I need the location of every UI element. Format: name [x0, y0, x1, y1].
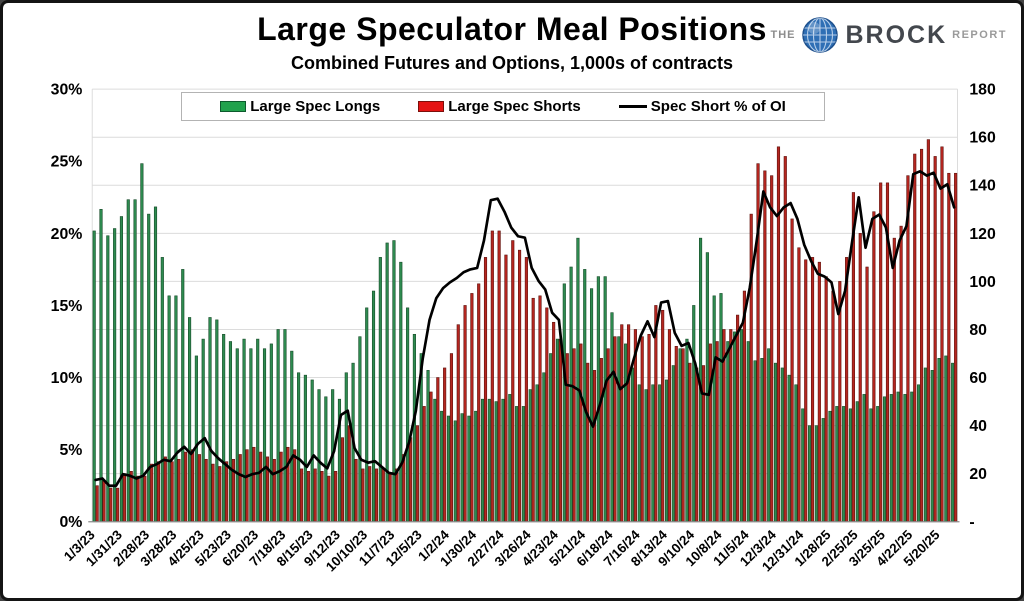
- svg-text:60: 60: [969, 370, 987, 387]
- svg-text:20%: 20%: [51, 226, 83, 243]
- svg-text:15%: 15%: [51, 298, 83, 315]
- svg-text:100: 100: [969, 274, 996, 291]
- svg-text:80: 80: [969, 322, 987, 339]
- svg-text:20: 20: [969, 466, 987, 483]
- chart-subtitle: Combined Futures and Options, 1,000s of …: [290, 53, 734, 73]
- line-swatch-icon: [618, 104, 647, 109]
- svg-text:180: 180: [969, 82, 996, 99]
- svg-text:30%: 30%: [51, 82, 83, 99]
- legend-label-line: Spec Short % of OI: [650, 98, 786, 115]
- chart-legend: Large Spec Longs Large Spec Shorts Spec …: [181, 92, 825, 121]
- legend-label-longs: Large Spec Longs: [250, 98, 381, 115]
- svg-text:5%: 5%: [59, 442, 82, 459]
- chart-plot-area: 30% 25% 20% 15% 10% 5% 0% 180 160 140 120 100 80 60 40…: [51, 82, 996, 575]
- svg-text:40: 40: [969, 418, 987, 435]
- svg-text:25%: 25%: [51, 154, 83, 171]
- chart-title: Large Speculator Meal Positions: [257, 11, 767, 47]
- legend-item-line: Spec Short % of OI: [618, 98, 786, 115]
- logo-the-text: THE: [770, 29, 796, 41]
- shorts-swatch-icon: [418, 101, 445, 112]
- svg-text:120: 120: [969, 226, 996, 243]
- svg-text:160: 160: [969, 130, 996, 147]
- logo-brock-text: BROCK: [845, 20, 948, 49]
- globe-icon: [802, 17, 839, 53]
- legend-item-shorts: Large Spec Shorts: [418, 98, 581, 115]
- svg-text:140: 140: [969, 178, 996, 195]
- brock-report-logo: THE BROCK REPORT: [770, 15, 1007, 55]
- svg-text:10%: 10%: [51, 370, 83, 387]
- svg-text:0%: 0%: [59, 514, 82, 531]
- legend-item-longs: Large Spec Longs: [220, 98, 380, 115]
- svg-text:-: -: [969, 514, 974, 531]
- legend-label-shorts: Large Spec Shorts: [448, 98, 581, 115]
- longs-swatch-icon: [220, 101, 247, 112]
- logo-report-text: REPORT: [952, 29, 1007, 41]
